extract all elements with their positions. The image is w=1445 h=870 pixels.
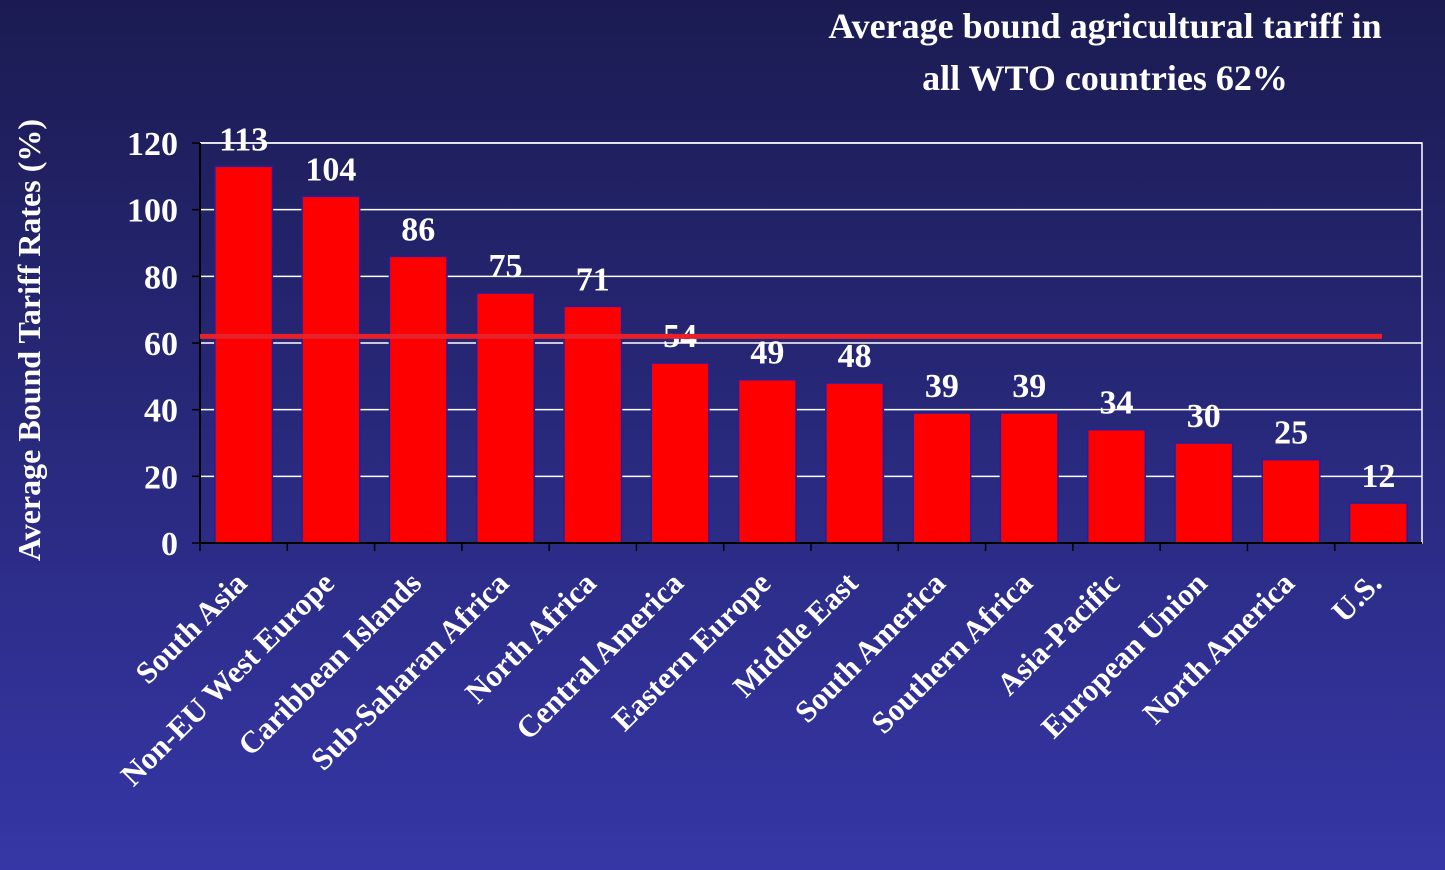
bar bbox=[563, 305, 623, 544]
bar bbox=[825, 382, 885, 544]
bar bbox=[999, 412, 1059, 544]
y-tick-label: 20 bbox=[144, 459, 178, 496]
bar bbox=[475, 292, 536, 544]
value-label: 113 bbox=[219, 121, 268, 158]
bar bbox=[1348, 502, 1408, 544]
bar bbox=[912, 412, 972, 544]
annotation: all WTO countries 62% bbox=[922, 58, 1288, 98]
y-tick-label: 100 bbox=[127, 193, 178, 230]
value-label: 25 bbox=[1274, 415, 1308, 452]
y-tick-label: 120 bbox=[127, 126, 178, 163]
value-label: 104 bbox=[305, 151, 356, 188]
annotation: Average bound agricultural tariff in bbox=[828, 6, 1381, 46]
value-label: 75 bbox=[489, 248, 523, 285]
bar bbox=[214, 165, 274, 544]
value-label: 34 bbox=[1100, 385, 1134, 422]
y-tick-label: 80 bbox=[144, 259, 178, 296]
value-label: 49 bbox=[750, 335, 784, 372]
y-tick-label: 40 bbox=[144, 393, 178, 430]
y-tick-label: 60 bbox=[144, 326, 178, 363]
bar bbox=[1086, 428, 1147, 544]
y-tick-label: 0 bbox=[161, 526, 178, 563]
bar bbox=[737, 378, 797, 544]
y-axis-label: Average Bound Tariff Rates (%) bbox=[11, 119, 47, 561]
value-label: 12 bbox=[1361, 458, 1395, 495]
bar bbox=[1261, 458, 1321, 544]
value-label: 39 bbox=[1012, 368, 1046, 405]
bar bbox=[388, 255, 448, 544]
value-label: 39 bbox=[925, 368, 959, 405]
bar bbox=[650, 362, 710, 544]
value-label: 71 bbox=[576, 261, 610, 298]
value-label: 86 bbox=[401, 211, 435, 248]
bar bbox=[301, 195, 361, 544]
value-label: 48 bbox=[838, 338, 872, 375]
bar bbox=[1174, 442, 1234, 544]
value-label: 30 bbox=[1187, 398, 1221, 435]
